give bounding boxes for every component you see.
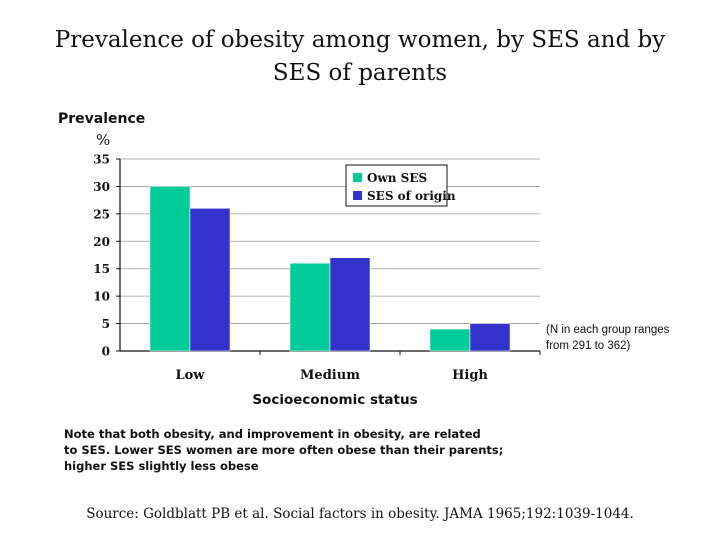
x-axis-label: Socioeconomic status xyxy=(252,392,418,408)
y-tick-label: 30 xyxy=(93,180,110,194)
bar-ses-of-origin-low xyxy=(189,208,231,352)
chart-title-line-2: SES of parents xyxy=(272,60,448,86)
note-text: Note that both obesity, and improvement … xyxy=(64,426,664,474)
bar-ses-of-origin-medium xyxy=(329,257,371,352)
legend-swatch-ses-of-origin xyxy=(353,191,362,200)
legend-swatch-own-ses xyxy=(353,173,362,182)
bar-own-ses-high xyxy=(429,328,471,352)
x-tick-label: High xyxy=(452,368,488,383)
x-tick-label: Medium xyxy=(300,368,360,383)
legend-label: SES of origin xyxy=(367,189,456,203)
note-line-1: Note that both obesity, and improvement … xyxy=(64,427,481,441)
source-citation: Source: Goldblatt PB et al. Social facto… xyxy=(86,506,634,522)
bar-ses-of-origin-high xyxy=(469,323,511,352)
legend-label: Own SES xyxy=(367,171,427,185)
note-line-3: higher SES slightly less obese xyxy=(64,459,259,473)
chart-title: Prevalence of obesity among women, by SE… xyxy=(40,24,680,90)
x-tick-label: Low xyxy=(175,368,205,383)
sample-size-annotation: (N in each group ranges from 291 to 362) xyxy=(546,322,716,354)
note-line-2: to SES. Lower SES women are more often o… xyxy=(64,443,504,457)
y-tick-label: 5 xyxy=(102,317,110,331)
legend-box xyxy=(345,164,448,207)
bar-own-ses-medium xyxy=(289,262,331,352)
y-tick-label: 20 xyxy=(93,235,110,249)
y-tick-label: 0 xyxy=(102,345,110,359)
y-tick-label: 25 xyxy=(93,207,110,221)
y-axis-unit: % xyxy=(96,131,111,149)
annotation-line-1: (N in each group ranges xyxy=(546,324,670,336)
chart-title-line-1: Prevalence of obesity among women, by SE… xyxy=(54,27,666,53)
y-tick-label: 15 xyxy=(93,262,110,276)
y-axis-label: Prevalence xyxy=(58,111,146,127)
y-tick-label: 35 xyxy=(93,153,110,167)
annotation-line-2: from 291 to 362) xyxy=(546,340,631,352)
y-tick-label: 10 xyxy=(93,290,110,304)
bar-own-ses-low xyxy=(149,186,191,352)
